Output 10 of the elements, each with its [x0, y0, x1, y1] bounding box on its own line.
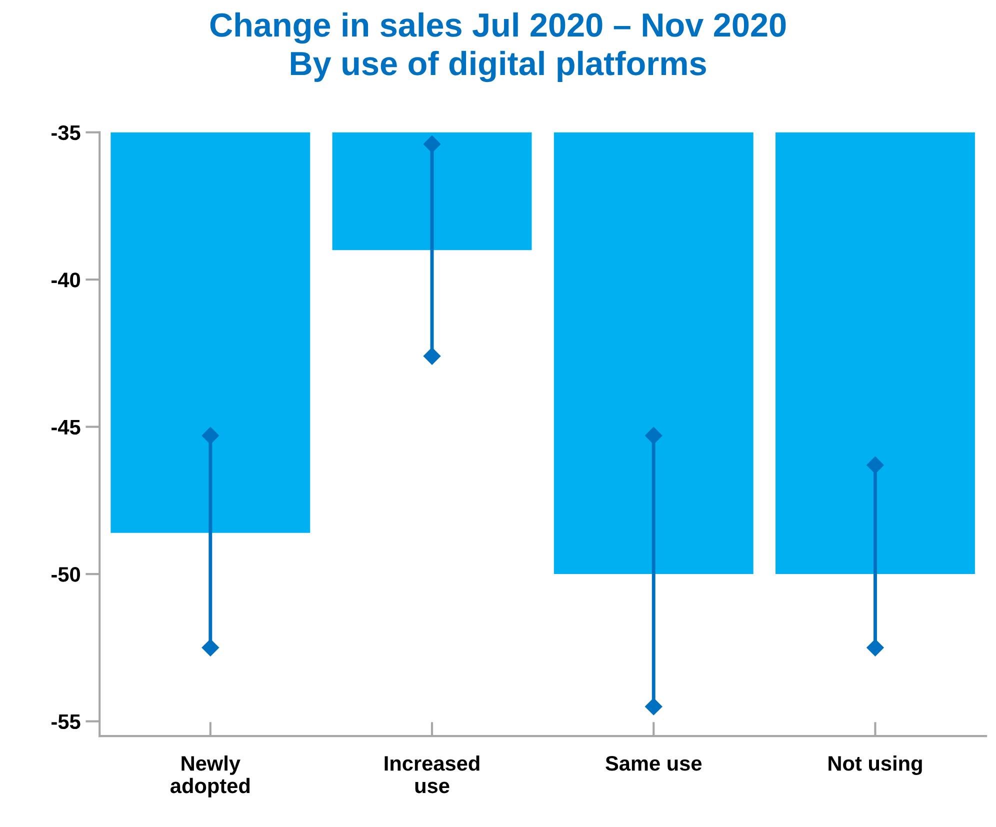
x-tick-label: Increased use — [384, 755, 480, 794]
y-tick-label: -35 — [52, 125, 80, 140]
x-tick-label: Same use — [606, 756, 702, 771]
x-tick-label: Newly adopted — [170, 755, 250, 798]
y-tick-label: -40 — [52, 272, 80, 288]
y-tick-label: -45 — [52, 420, 80, 435]
y-tick-label: -50 — [52, 567, 80, 582]
chart-title: Change in sales Jul 2020 – Nov 2020 By use of digital platforms — [210, 12, 786, 82]
y-tick-label: -55 — [52, 714, 80, 730]
x-tick-label: Not using — [828, 755, 922, 775]
